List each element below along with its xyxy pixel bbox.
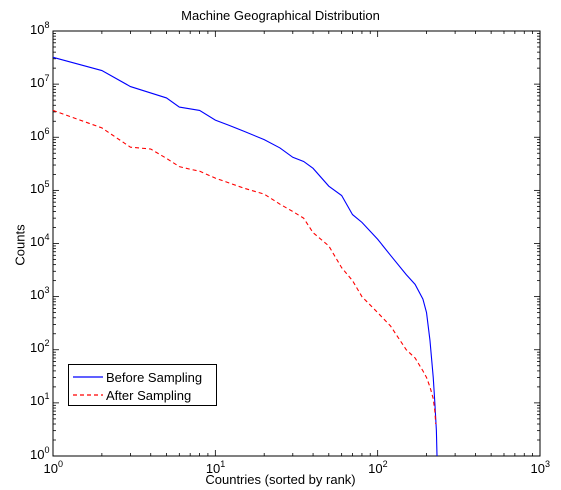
y-tick-label: 101 <box>30 391 50 409</box>
legend-label-after: After Sampling <box>106 387 192 403</box>
y-tick-label: 104 <box>30 232 50 249</box>
y-tick-label: 107 <box>30 72 50 90</box>
series-line-after-sampling <box>52 109 437 425</box>
x-tick-label: 101 <box>205 458 226 476</box>
legend-swatch-before <box>73 376 103 378</box>
legend-item-before: Before Sampling <box>72 368 202 386</box>
series-line-before-sampling <box>52 56 438 457</box>
legend-swatch-after <box>73 394 103 396</box>
legend-label-before: Before Sampling <box>106 369 203 385</box>
y-tick-label: 102 <box>30 338 50 356</box>
y-tick-label: 108 <box>30 19 50 37</box>
chart-title: Machine Geographical Distribution <box>181 8 380 23</box>
x-tick-label: 102 <box>368 458 388 476</box>
y-tick-label: 105 <box>30 178 50 196</box>
y-tick-label: 106 <box>30 125 50 143</box>
y-axis-label: Counts <box>12 224 28 266</box>
y-tick-label: 103 <box>30 285 50 303</box>
x-axis-label: Countries (sorted by rank) <box>205 472 356 487</box>
y-tick-label: 100 <box>30 444 50 462</box>
x-tick-label: 103 <box>530 458 550 476</box>
x-tick-label: 100 <box>43 458 63 476</box>
legend: Before Sampling After Sampling <box>68 364 217 406</box>
legend-item-after: After Sampling <box>72 386 191 404</box>
